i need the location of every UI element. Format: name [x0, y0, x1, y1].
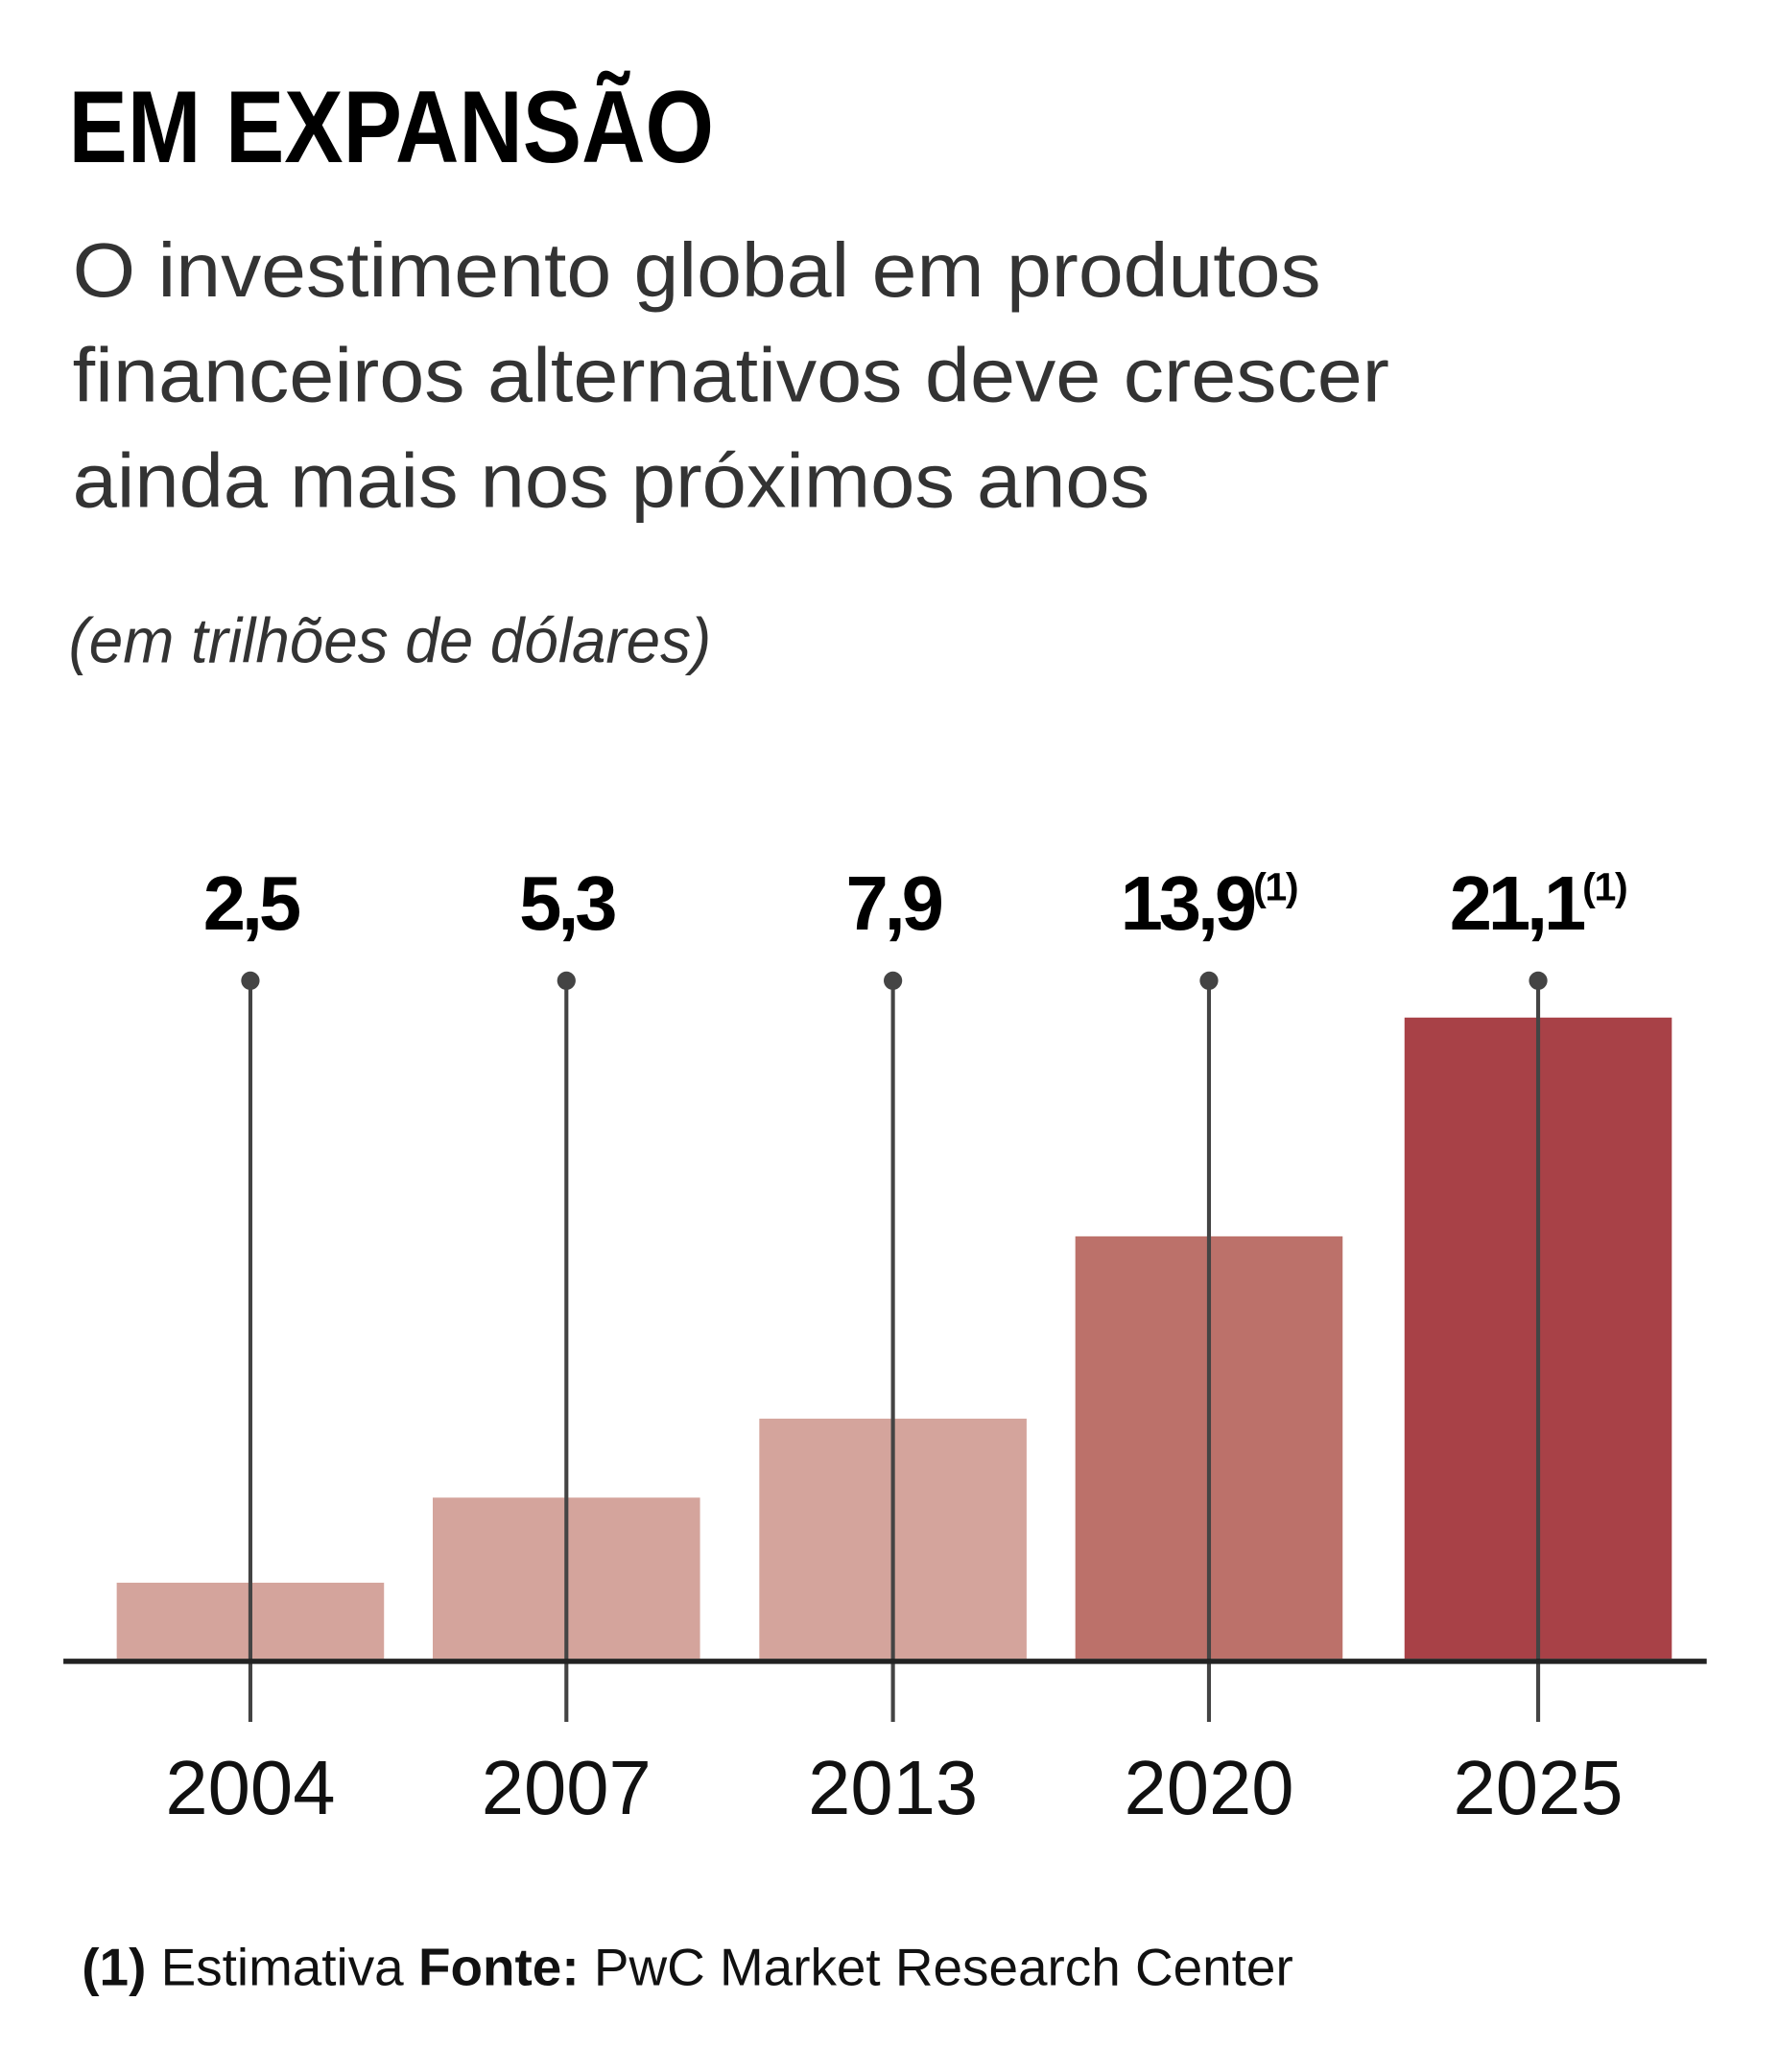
x-tick-label: 2007: [482, 1745, 652, 1830]
value-label: 5,3: [519, 860, 615, 946]
unit-label: (em trilhões de dólares): [69, 604, 712, 675]
value-text: 2,5: [203, 860, 300, 946]
chart-title: EM EXPANSÃO: [69, 69, 714, 184]
x-tick-label: 2004: [165, 1745, 335, 1830]
leader-dot: [241, 971, 260, 990]
footnote: (1) Estimativa Fonte: PwC Market Researc…: [82, 1937, 1292, 1996]
value-note: (1): [1253, 865, 1297, 909]
x-tick-label: 2013: [808, 1745, 978, 1830]
subtitle-line: financeiros alternativos deve crescer: [73, 333, 1389, 418]
value-label: 7,9: [845, 860, 941, 946]
value-label: 13,9(1): [1121, 860, 1298, 946]
value-label: 21,1(1): [1450, 860, 1627, 946]
leader-dot: [1529, 971, 1548, 990]
x-tick-label: 2020: [1124, 1745, 1293, 1830]
value-text: 21,1: [1450, 860, 1585, 946]
x-tick-label: 2025: [1454, 1745, 1624, 1830]
leader-dot: [557, 971, 576, 990]
value-text: 13,9: [1121, 860, 1255, 946]
footnote-marker: (1): [82, 1937, 146, 1996]
subtitle-line: O investimento global em produtos: [73, 227, 1321, 313]
footnote-text: Estimativa: [161, 1937, 405, 1996]
leader-dot: [1199, 971, 1219, 990]
value-label: 2,5: [203, 860, 300, 946]
source-label: Fonte:: [418, 1937, 580, 1996]
subtitle-line: ainda mais nos próximos anos: [73, 437, 1150, 523]
value-text: 7,9: [845, 860, 941, 946]
value-note: (1): [1582, 865, 1626, 909]
source: PwC Market Research Center: [594, 1937, 1293, 1996]
leader-dot: [884, 971, 903, 990]
value-text: 5,3: [519, 860, 615, 946]
